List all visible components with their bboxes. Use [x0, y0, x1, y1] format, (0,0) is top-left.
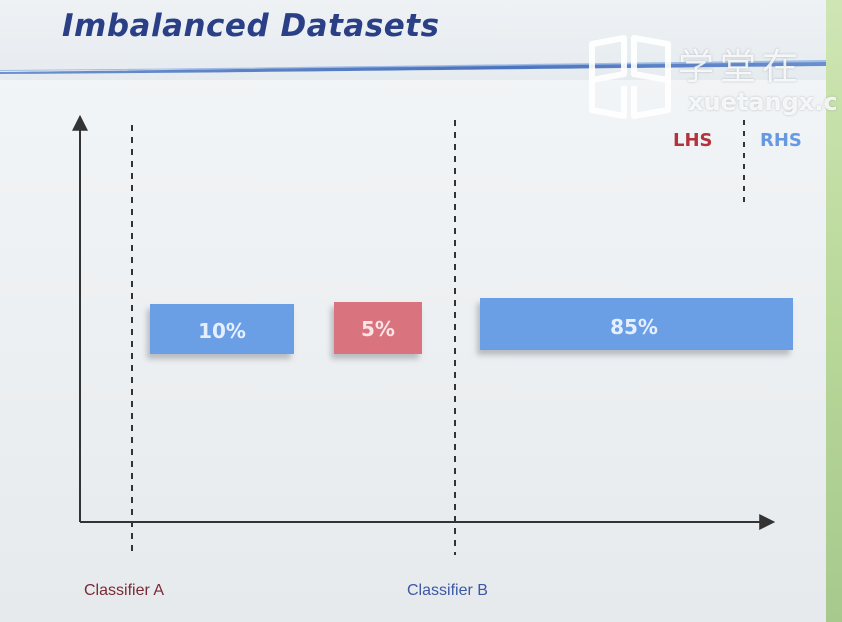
legend-rhs-label: RHS — [760, 130, 802, 151]
watermark-chinese-text: 学堂在 — [678, 47, 805, 88]
segment-bar-85: 85% — [480, 298, 793, 350]
background-strip — [826, 0, 842, 622]
legend-lhs-label: LHS — [673, 130, 713, 151]
segment-bar-5-rect — [334, 302, 422, 354]
segment-bar-5-label: 5% — [361, 317, 395, 341]
segment-bar-85-label: 85% — [610, 315, 658, 339]
slide-title: Imbalanced Datasets — [62, 8, 440, 44]
segment-bar-5: 5% — [334, 302, 422, 354]
watermark-latin-text: xuetangx.c — [688, 88, 838, 116]
classifier-b-label: Classifier B — [407, 582, 488, 599]
watermark: 学堂在 xuetangx.c — [582, 30, 842, 120]
watermark-logo-icon — [589, 35, 671, 119]
slide-header: Imbalanced Datasets — [0, 0, 826, 80]
classifier-a-label: Classifier A — [84, 582, 165, 599]
header-band — [0, 60, 826, 74]
segment-bar-10: 10% — [150, 304, 294, 354]
segment-bar-10-label: 10% — [198, 319, 246, 343]
segment-bar-10-rect — [150, 304, 294, 354]
segment-bar-85-rect — [480, 298, 793, 350]
